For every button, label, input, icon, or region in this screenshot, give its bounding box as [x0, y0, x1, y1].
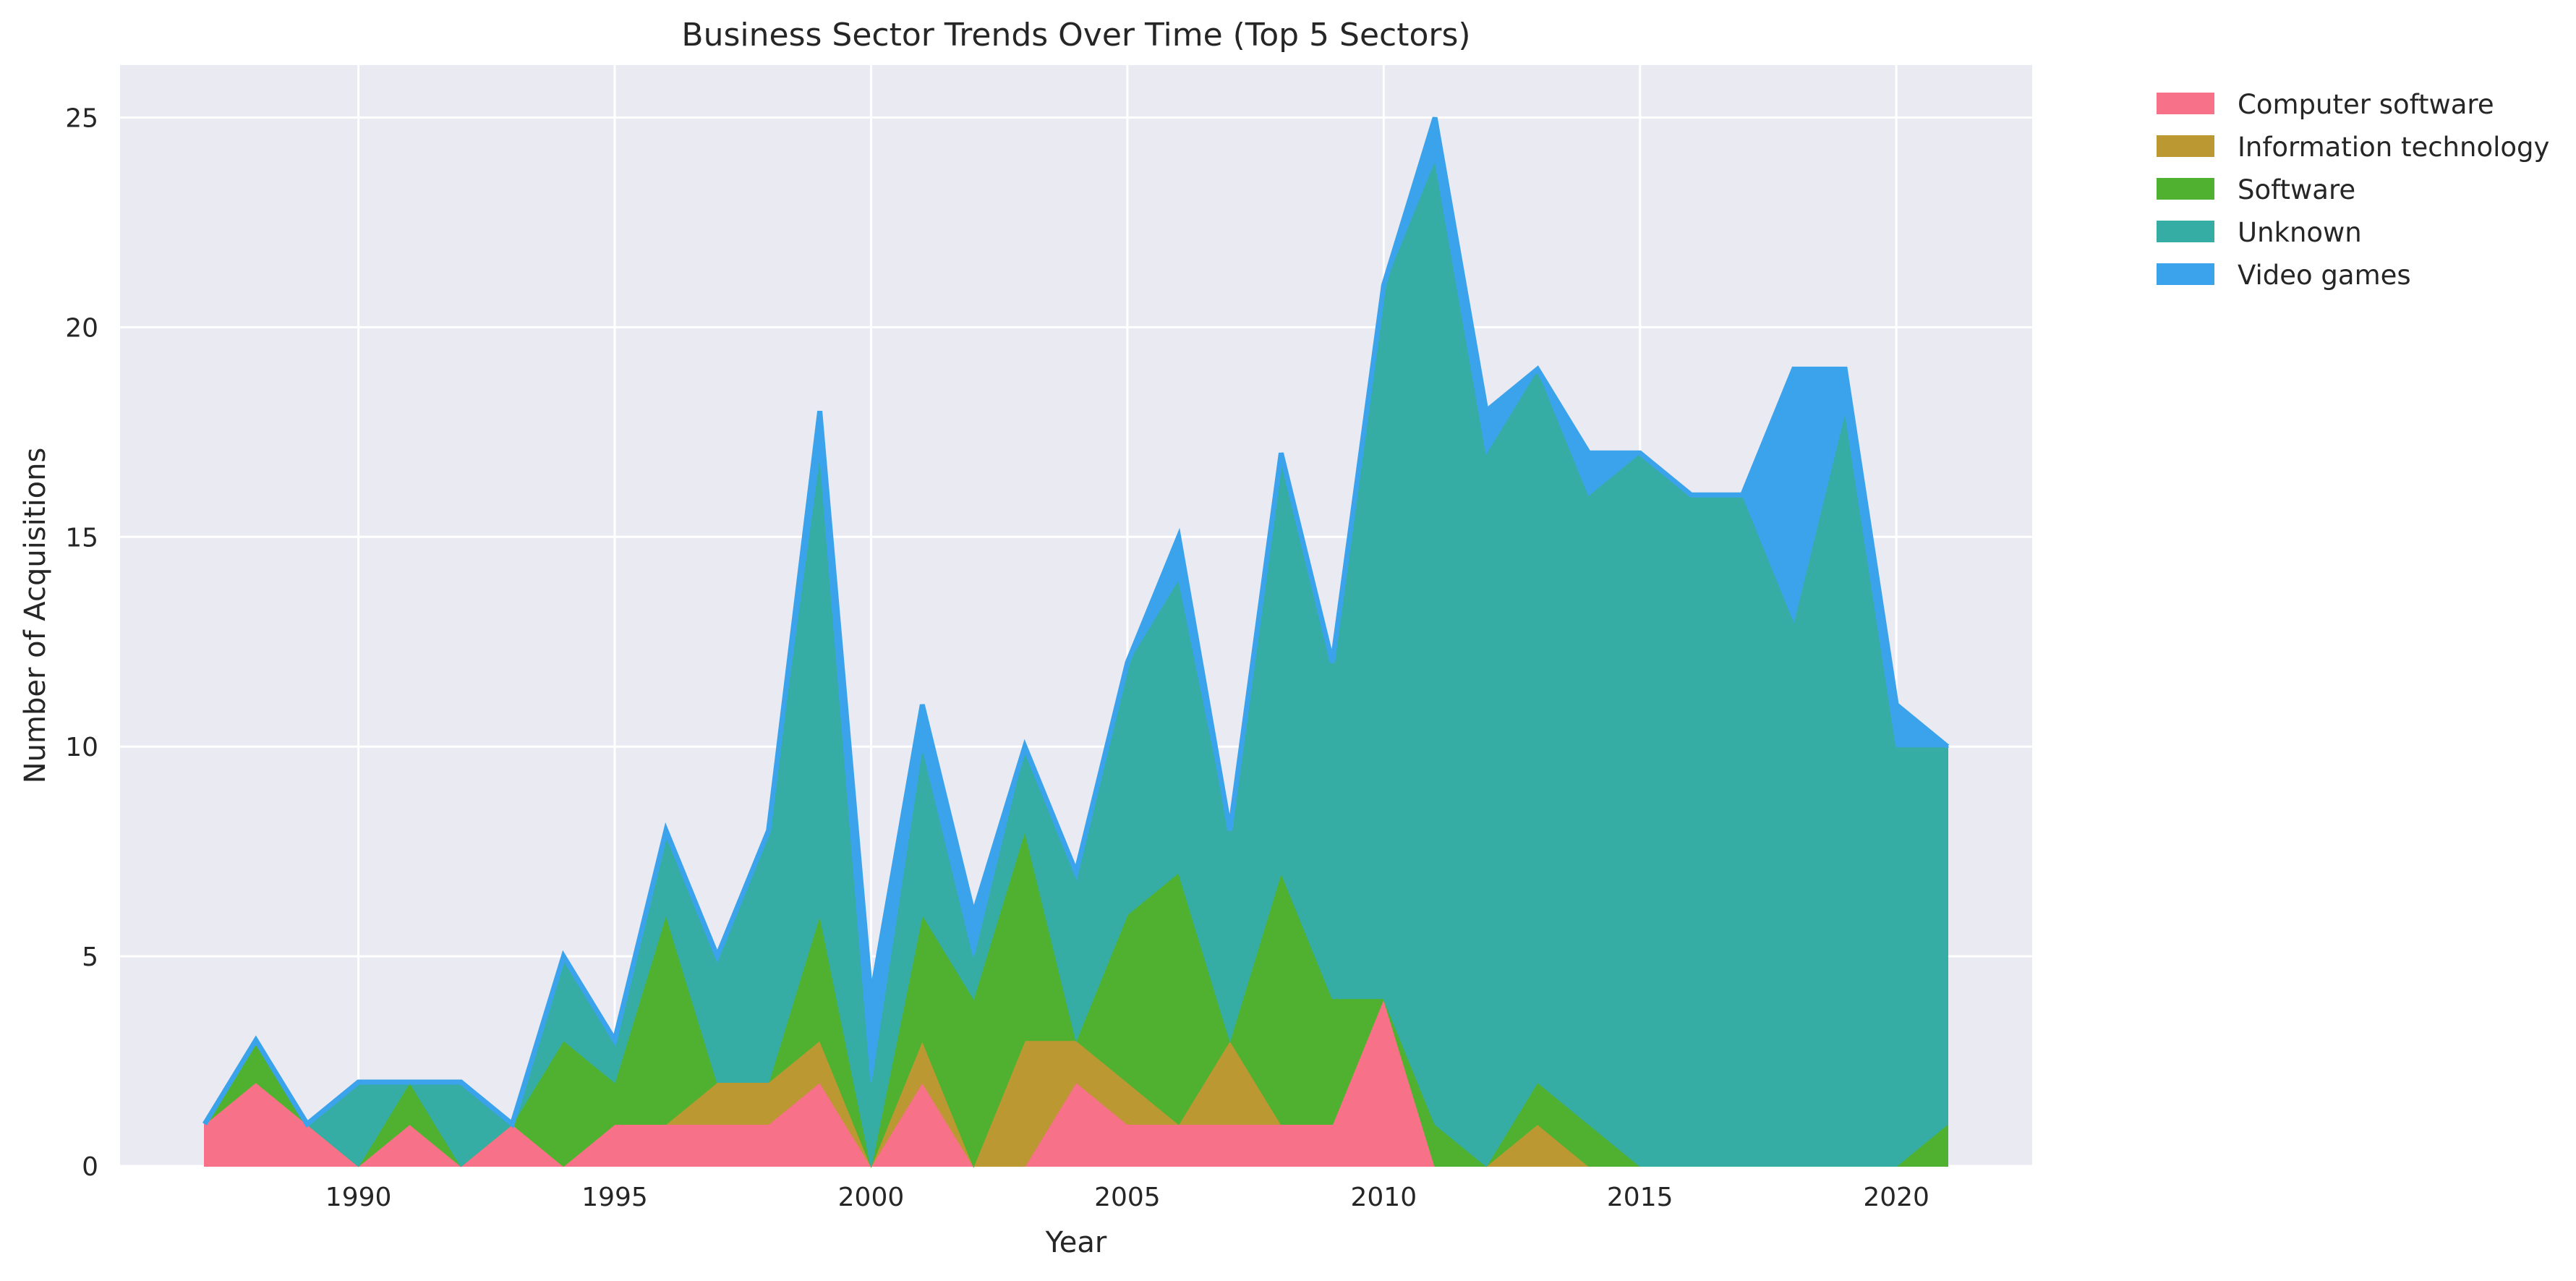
x-tick-label: 2020 — [1863, 1183, 1929, 1212]
legend-swatch — [2157, 178, 2214, 200]
x-tick-label: 2015 — [1607, 1183, 1673, 1212]
legend-label: Software — [2238, 174, 2355, 205]
x-tick-label: 2005 — [1094, 1183, 1161, 1212]
legend-swatch — [2157, 93, 2214, 114]
legend-label: Video games — [2238, 260, 2411, 291]
y-tick-label: 10 — [65, 733, 98, 762]
legend-label: Computer software — [2238, 89, 2494, 120]
x-axis-label: Year — [1045, 1226, 1107, 1259]
legend-swatch — [2157, 135, 2214, 157]
series-areas — [202, 116, 1950, 1168]
x-tick-label: 2000 — [838, 1183, 905, 1212]
axis-ticks: 1990 1995 2000 2005 2010 2015 2020 0 5 10 15 20 25 — [65, 103, 1929, 1212]
y-tick-label: 25 — [65, 103, 98, 133]
legend-label: Information technology — [2238, 132, 2549, 163]
x-tick-label: 2010 — [1350, 1183, 1417, 1212]
y-tick-label: 0 — [82, 1152, 98, 1182]
legend-swatch — [2157, 263, 2214, 285]
y-axis-label: Number of Acquisitions — [19, 448, 52, 784]
y-tick-label: 20 — [65, 313, 98, 343]
chart-title: Business Sector Trends Over Time (Top 5 … — [681, 17, 1470, 54]
y-tick-label: 15 — [65, 523, 98, 553]
legend-label: Unknown — [2238, 217, 2362, 248]
x-tick-label: 1995 — [581, 1183, 648, 1212]
legend: Computer software Information technology S… — [2157, 89, 2549, 291]
y-tick-label: 5 — [82, 942, 98, 972]
area-top-edge — [202, 116, 1950, 1129]
x-tick-label: 1990 — [325, 1183, 392, 1212]
legend-swatch — [2157, 221, 2214, 242]
